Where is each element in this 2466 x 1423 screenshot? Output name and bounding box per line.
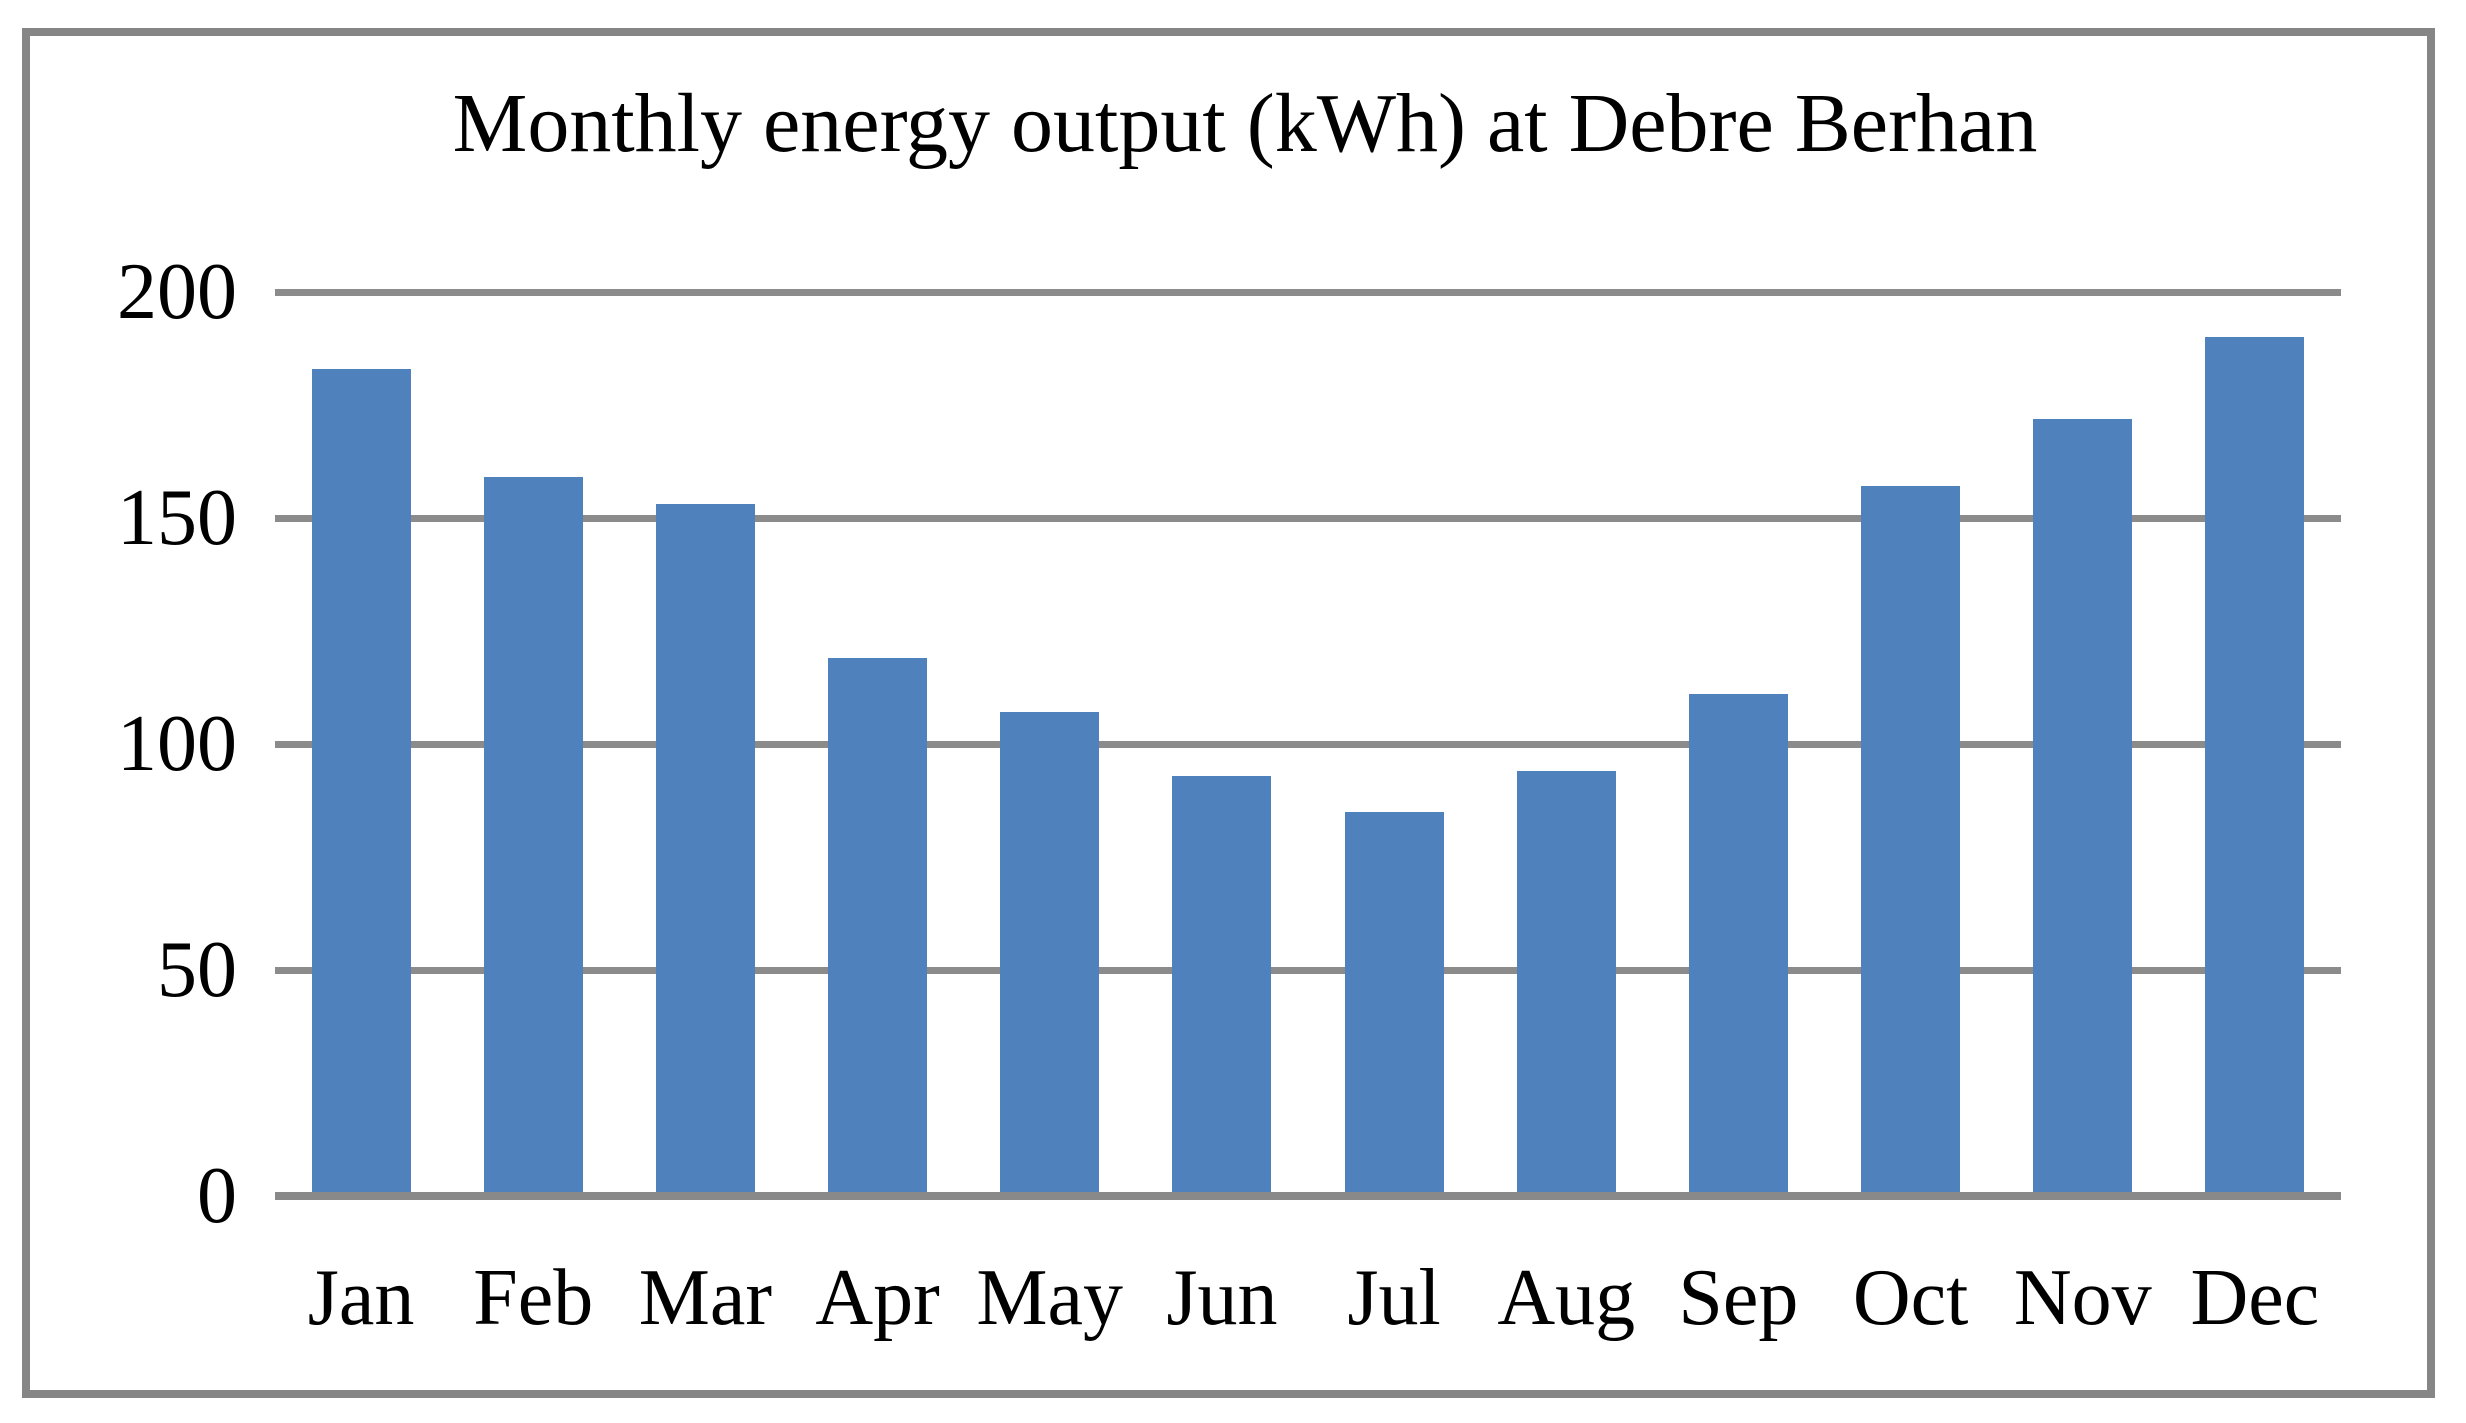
chart-frame <box>22 28 2435 1398</box>
gridline-150 <box>275 514 2341 522</box>
y-tick-label-100: 100 <box>117 700 237 788</box>
x-tick-label-mar: Mar <box>638 1254 773 1342</box>
x-tick-label-dec: Dec <box>2190 1254 2320 1342</box>
gridline-50 <box>275 966 2341 974</box>
y-tick-label-0: 0 <box>197 1152 237 1240</box>
x-tick-label-nov: Nov <box>2013 1254 2152 1342</box>
x-tick-label-jul: Jul <box>1347 1254 1441 1342</box>
chart-title: Monthly energy output (kWh) at Debre Ber… <box>452 77 2038 170</box>
x-axis-line <box>275 1192 2341 1200</box>
x-tick-label-may: May <box>976 1254 1124 1342</box>
y-tick-label-150: 150 <box>117 474 237 562</box>
bar-oct <box>1861 486 1961 1192</box>
x-tick-label-sep: Sep <box>1678 1254 1799 1342</box>
x-tick-label-apr: Apr <box>815 1254 940 1342</box>
bar-nov <box>2033 418 2133 1192</box>
x-tick-label-jun: Jun <box>1166 1254 1278 1342</box>
bar-aug <box>1516 771 1616 1192</box>
bar-apr <box>828 658 928 1192</box>
gridline-200 <box>275 288 2341 296</box>
bar-dec <box>2205 337 2305 1192</box>
y-tick-label-50: 50 <box>157 926 237 1014</box>
bar-mar <box>655 504 755 1192</box>
bar-jan <box>311 368 411 1192</box>
bar-jul <box>1344 811 1444 1192</box>
x-tick-label-feb: Feb <box>473 1254 594 1342</box>
bar-feb <box>483 477 583 1192</box>
bar-jun <box>1172 775 1272 1192</box>
gridline-100 <box>275 740 2341 748</box>
x-tick-label-oct: Oct <box>1852 1254 1969 1342</box>
x-tick-label-aug: Aug <box>1497 1254 1636 1342</box>
bar-may <box>1000 712 1100 1192</box>
y-tick-label-200: 200 <box>117 248 237 336</box>
x-tick-label-jan: Jan <box>307 1254 415 1342</box>
bar-sep <box>1688 694 1788 1192</box>
